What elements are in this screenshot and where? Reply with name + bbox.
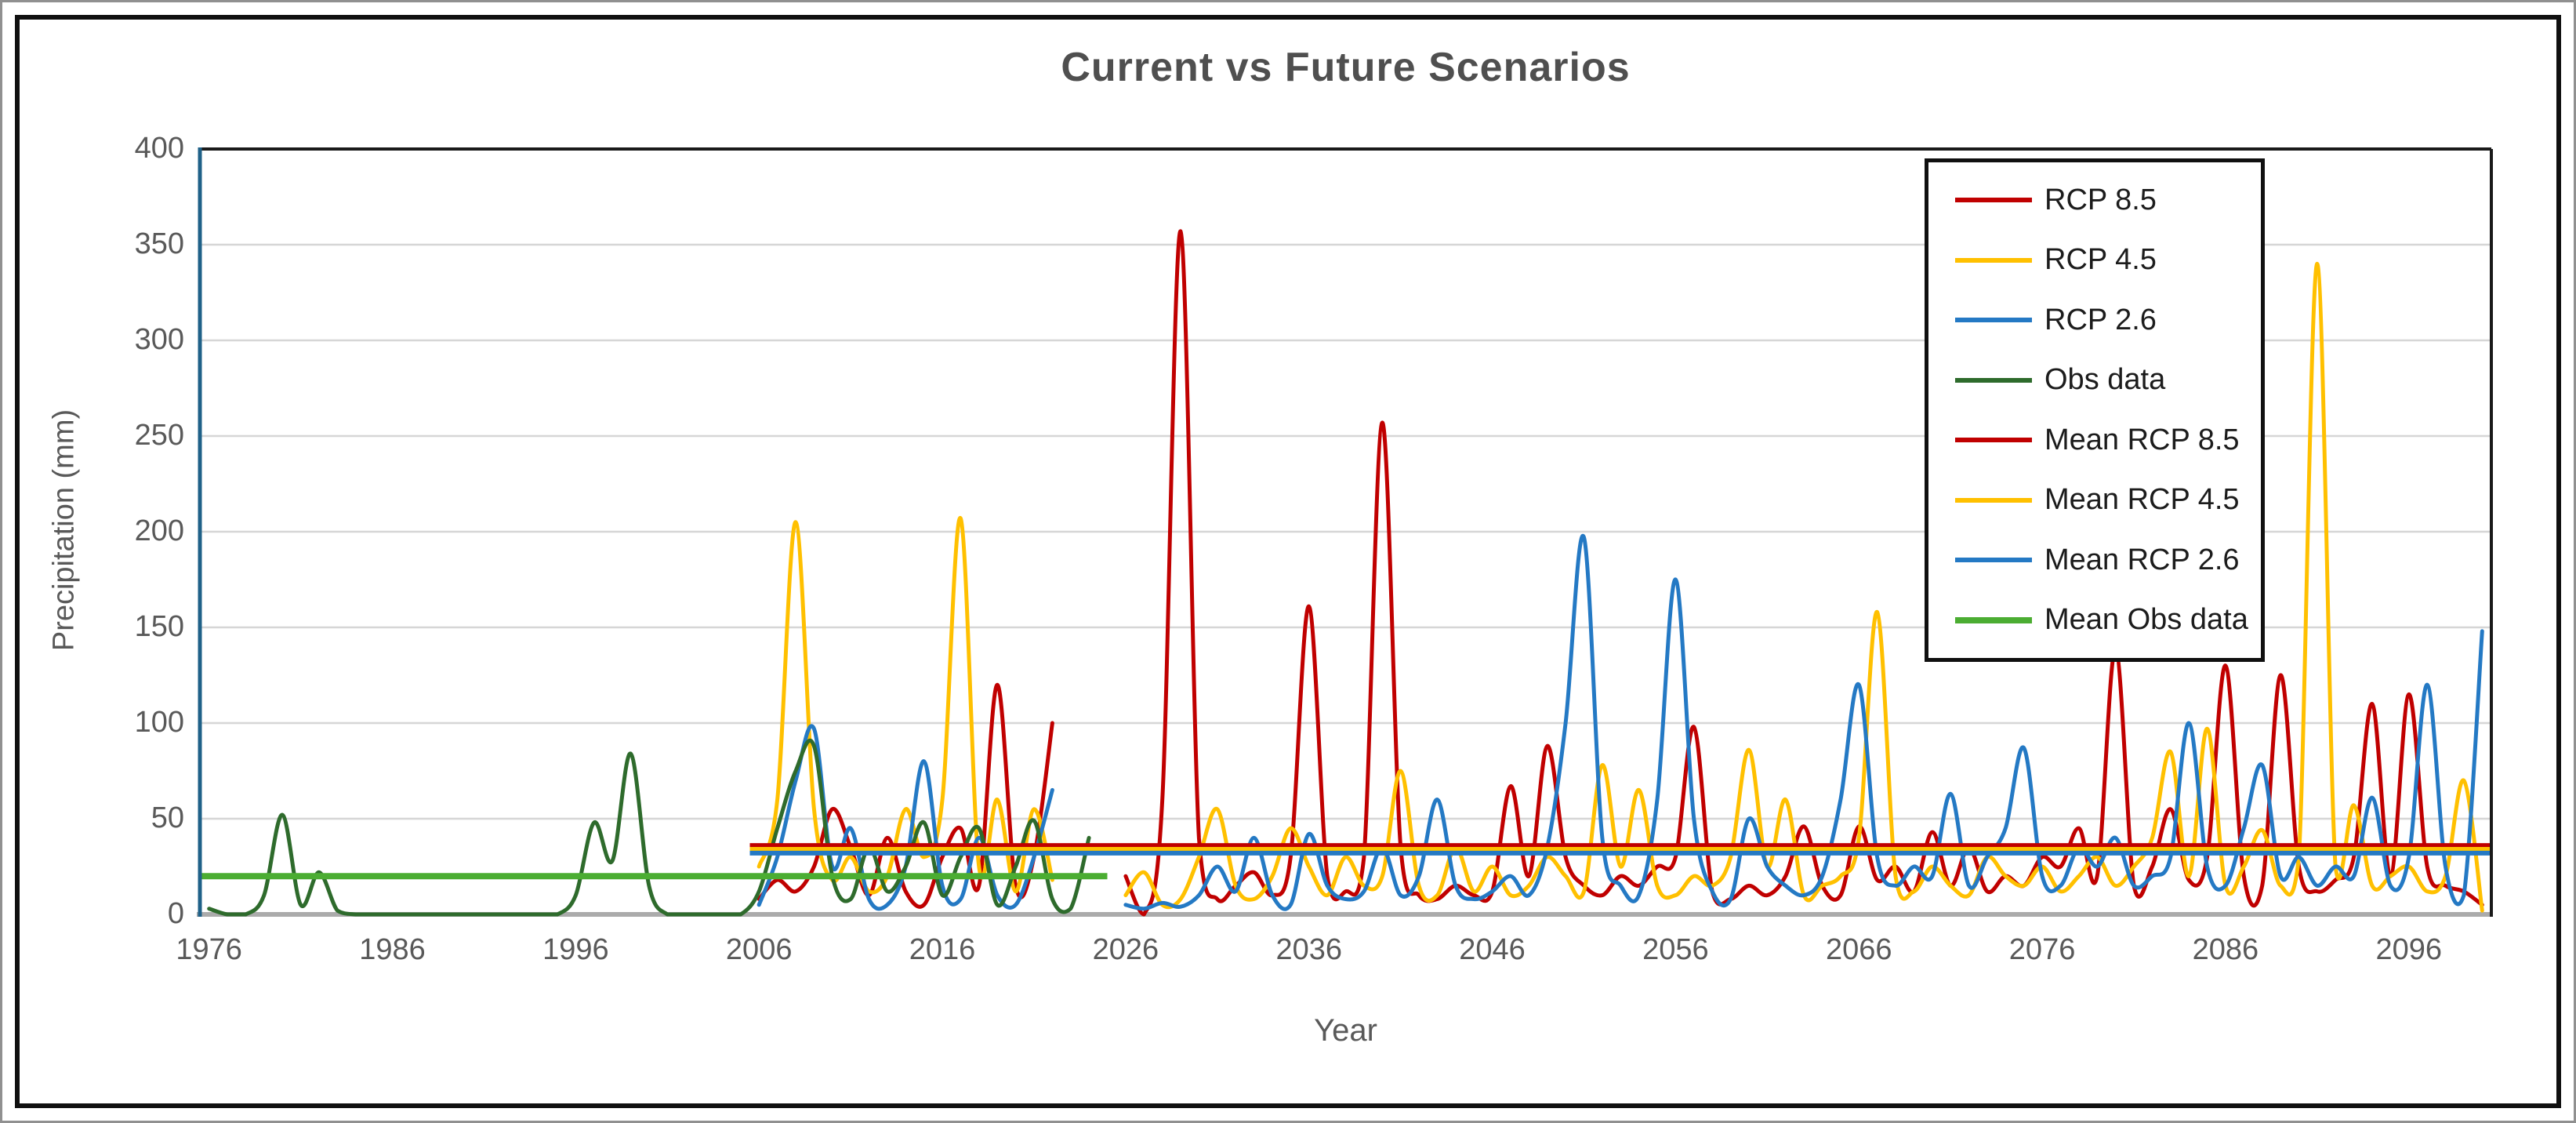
- x-tick-label-2046: 2046: [1459, 933, 1526, 966]
- y-tick-label-100: 100: [134, 706, 184, 739]
- legend-item-mean-rcp-4-5: Mean RCP 4.5: [1955, 483, 2255, 517]
- x-tick-label-1986: 1986: [359, 933, 426, 966]
- x-tick-label-2086: 2086: [2192, 933, 2259, 966]
- legend-item-rcp-2-6: RCP 2.6: [1955, 303, 2255, 337]
- x-tick-label-2026: 2026: [1092, 933, 1159, 966]
- legend: RCP 8.5 RCP 4.5 RCP 2.6 Obs data Mean RCP 8.…: [1925, 158, 2265, 662]
- legend-line-swatch-rcp-4-5: [1955, 257, 2032, 263]
- y-tick-label-350: 350: [134, 227, 184, 260]
- legend-item-mean-rcp-8-5: Mean RCP 8.5: [1955, 423, 2255, 457]
- legend-label-obs-data: Obs data: [2044, 363, 2166, 397]
- legend-label-rcp-8-5: RCP 8.5: [2044, 183, 2157, 216]
- y-tick-label-400: 400: [134, 132, 184, 165]
- y-tick-label-250: 250: [134, 419, 184, 452]
- legend-line-swatch-mean-rcp-2-6: [1955, 558, 2032, 563]
- series-line-rcp-4-5: [756, 516, 1054, 895]
- y-tick-label-300: 300: [134, 323, 184, 356]
- x-tick-label-2096: 2096: [2375, 933, 2443, 966]
- legend-label-mean-rcp-4-5: Mean RCP 4.5: [2044, 483, 2240, 517]
- legend-item-mean-obs-data: Mean Obs data: [1955, 603, 2255, 637]
- chart-title: Current vs Future Scenarios: [1061, 45, 1631, 90]
- x-tick-label-2056: 2056: [1642, 933, 1709, 966]
- legend-label-rcp-2-6: RCP 2.6: [2044, 303, 2157, 336]
- x-tick-label-2036: 2036: [1275, 933, 1342, 966]
- y-tick-label-0: 0: [167, 897, 184, 930]
- legend-line-swatch-mean-obs-data: [1955, 616, 2032, 623]
- legend-line-swatch-mean-rcp-4-5: [1955, 497, 2032, 503]
- legend-label-mean-obs-data: Mean Obs data: [2044, 603, 2248, 637]
- legend-item-mean-rcp-2-6: Mean RCP 2.6: [1955, 543, 2255, 577]
- legend-label-rcp-4-5: RCP 4.5: [2044, 243, 2157, 277]
- x-tick-label-2006: 2006: [725, 933, 793, 966]
- x-tick-label-2016: 2016: [909, 933, 976, 966]
- legend-line-swatch-obs-data: [1955, 377, 2032, 383]
- legend-line-swatch-mean-rcp-8-5: [1955, 438, 2032, 443]
- x-tick-label-1976: 1976: [176, 933, 242, 966]
- y-axis-title: Precipitation (mm): [47, 409, 81, 652]
- y-tick-label-200: 200: [134, 514, 184, 547]
- y-tick-label-150: 150: [134, 610, 184, 643]
- y-tick-label-50: 50: [151, 801, 184, 834]
- x-tick-label-2076: 2076: [2008, 933, 2076, 966]
- legend-line-swatch-rcp-2-6: [1955, 318, 2032, 323]
- legend-label-mean-rcp-2-6: Mean RCP 2.6: [2044, 543, 2240, 576]
- legend-item-rcp-8-5: RCP 8.5: [1955, 184, 2255, 217]
- x-axis-title: Year: [1314, 1013, 1377, 1048]
- legend-label-mean-rcp-8-5: Mean RCP 8.5: [2044, 423, 2240, 456]
- legend-item-rcp-4-5: RCP 4.5: [1955, 243, 2255, 277]
- legend-item-obs-data: Obs data: [1955, 363, 2255, 397]
- series-line-obs-data: [207, 738, 1091, 917]
- series-line-rcp-4-5: [1123, 261, 2484, 913]
- legend-line-swatch-rcp-8-5: [1955, 198, 2032, 203]
- x-tick-label-2066: 2066: [1825, 933, 1892, 966]
- x-tick-label-1996: 1996: [542, 933, 609, 966]
- series-line-rcp-8-5: [1123, 229, 2484, 917]
